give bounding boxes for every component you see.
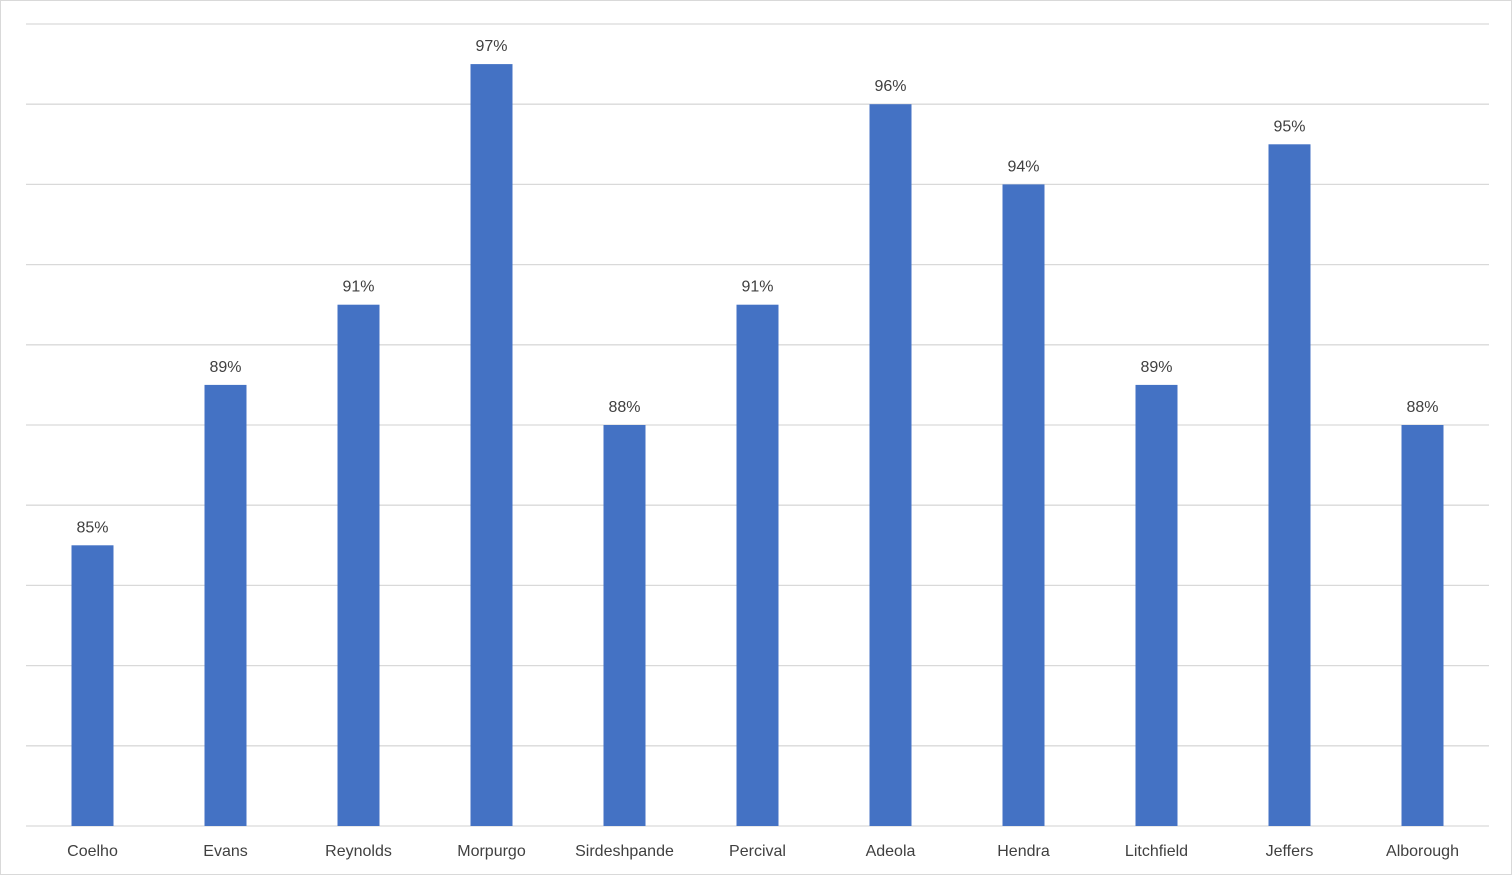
data-label-adeola: 96%: [874, 78, 906, 95]
category-label-evans: Evans: [203, 843, 247, 860]
category-labels: Coelho Evans Reynolds Morpurgo Sirdeshpande P…: [67, 843, 1459, 860]
bar-alborough: [1401, 425, 1444, 826]
category-label-coelho: Coelho: [67, 843, 118, 860]
bar-evans: [204, 384, 247, 826]
bars: [71, 64, 1444, 827]
data-label-jeffers: 95%: [1273, 118, 1305, 135]
category-label-sirdeshpande: Sirdeshpande: [575, 843, 674, 860]
data-labels: 85% 89% 91% 97% 88% 91% 96% 94% 89% 95% 88%: [76, 38, 1438, 536]
bar-sirdeshpande: [603, 425, 646, 826]
data-label-coelho: 85%: [76, 519, 108, 536]
data-label-evans: 89%: [209, 359, 241, 376]
category-label-adeola: Adeola: [866, 843, 916, 860]
data-label-morpurgo: 97%: [475, 38, 507, 55]
category-label-morpurgo: Morpurgo: [457, 843, 526, 860]
bar-reynolds: [337, 304, 380, 826]
bar-jeffers: [1268, 144, 1311, 827]
bar-morpurgo: [470, 64, 513, 827]
data-label-percival: 91%: [741, 279, 773, 296]
bar-adeola: [869, 104, 912, 826]
bar-coelho: [71, 545, 114, 826]
data-label-reynolds: 91%: [342, 279, 374, 296]
category-label-jeffers: Jeffers: [1266, 843, 1314, 860]
category-label-litchfield: Litchfield: [1125, 843, 1188, 860]
category-label-alborough: Alborough: [1386, 843, 1459, 860]
category-label-hendra: Hendra: [997, 843, 1050, 860]
category-label-percival: Percival: [729, 843, 786, 860]
bar-hendra: [1002, 184, 1045, 826]
bar-litchfield: [1135, 384, 1178, 826]
bar-percival: [736, 304, 779, 826]
data-label-sirdeshpande: 88%: [608, 399, 640, 416]
data-label-litchfield: 89%: [1140, 359, 1172, 376]
data-label-alborough: 88%: [1406, 399, 1438, 416]
category-label-reynolds: Reynolds: [325, 843, 392, 860]
data-label-hendra: 94%: [1007, 158, 1039, 175]
